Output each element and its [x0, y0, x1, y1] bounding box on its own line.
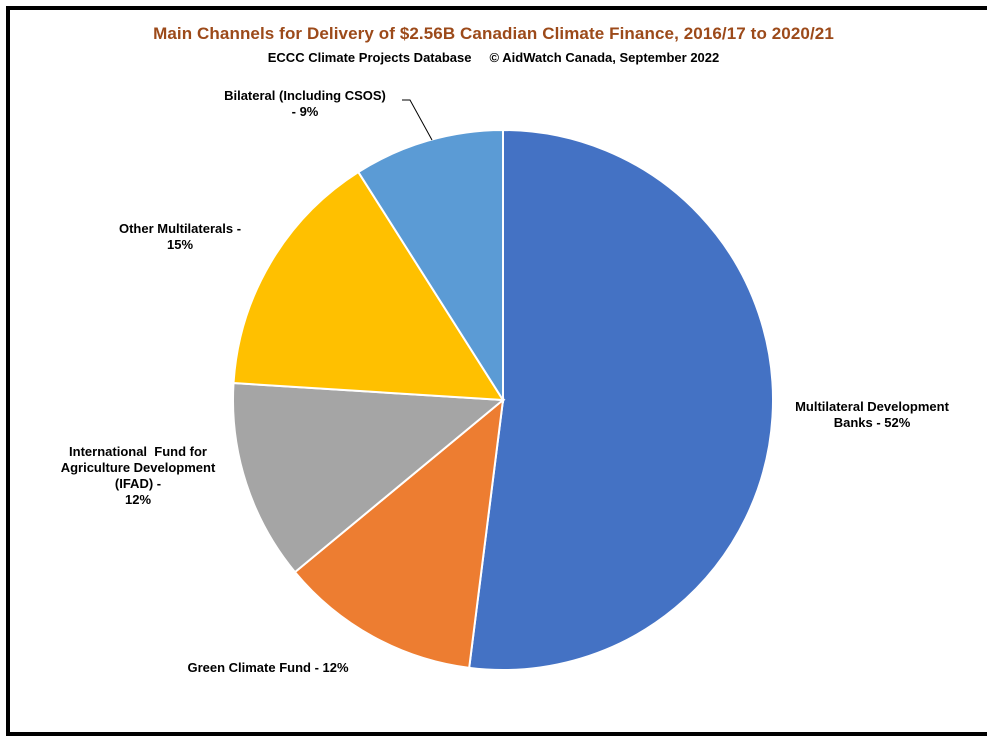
slice-label-line: Bilateral (Including CSOS)	[224, 88, 386, 103]
slice-label: Multilateral Development Banks - 52%	[795, 399, 950, 430]
slice-label: International Fund for Agriculture Develo…	[61, 444, 216, 507]
leader-line	[402, 99, 433, 141]
pie-slice-multilateral-development-banks	[468, 128, 774, 671]
pie-slice-international-fund-for-agriculture-development-ifad	[232, 381, 506, 574]
slice-label-line: Multilateral Development	[795, 399, 950, 414]
slice-label-line: Other Multilaterals -	[119, 221, 241, 236]
slice-label-line: 15%	[167, 237, 193, 252]
pie-slice-bilateral-including-csos	[356, 128, 504, 404]
pie-slices	[232, 128, 774, 671]
slice-labels: Multilateral Development Banks - 52% Green…	[61, 88, 950, 675]
slice-label: Other Multilaterals -15%	[119, 221, 241, 252]
slice-label-line: Green Climate Fund - 12%	[187, 660, 349, 675]
slice-label-line: 12%	[125, 492, 151, 507]
chart-subtitle: ECCC Climate Projects Database © AidWatc…	[267, 50, 720, 65]
slice-label-line: (IFAD) -	[115, 476, 161, 491]
slice-label: Green Climate Fund - 12%	[187, 660, 349, 675]
slice-label-line: Banks - 52%	[834, 415, 911, 430]
pie-slice-other-multilaterals	[232, 170, 505, 402]
chart-title: Main Channels for Delivery of $2.56B Can…	[153, 24, 834, 43]
slice-label-line: International Fund for	[69, 444, 207, 459]
leader-lines	[402, 99, 433, 141]
slice-label-line: - 9%	[292, 104, 319, 119]
slice-label: Bilateral (Including CSOS) - 9%	[224, 88, 386, 119]
slice-label-line: Agriculture Development	[61, 460, 216, 475]
pie-slice-green-climate-fund	[293, 397, 505, 669]
